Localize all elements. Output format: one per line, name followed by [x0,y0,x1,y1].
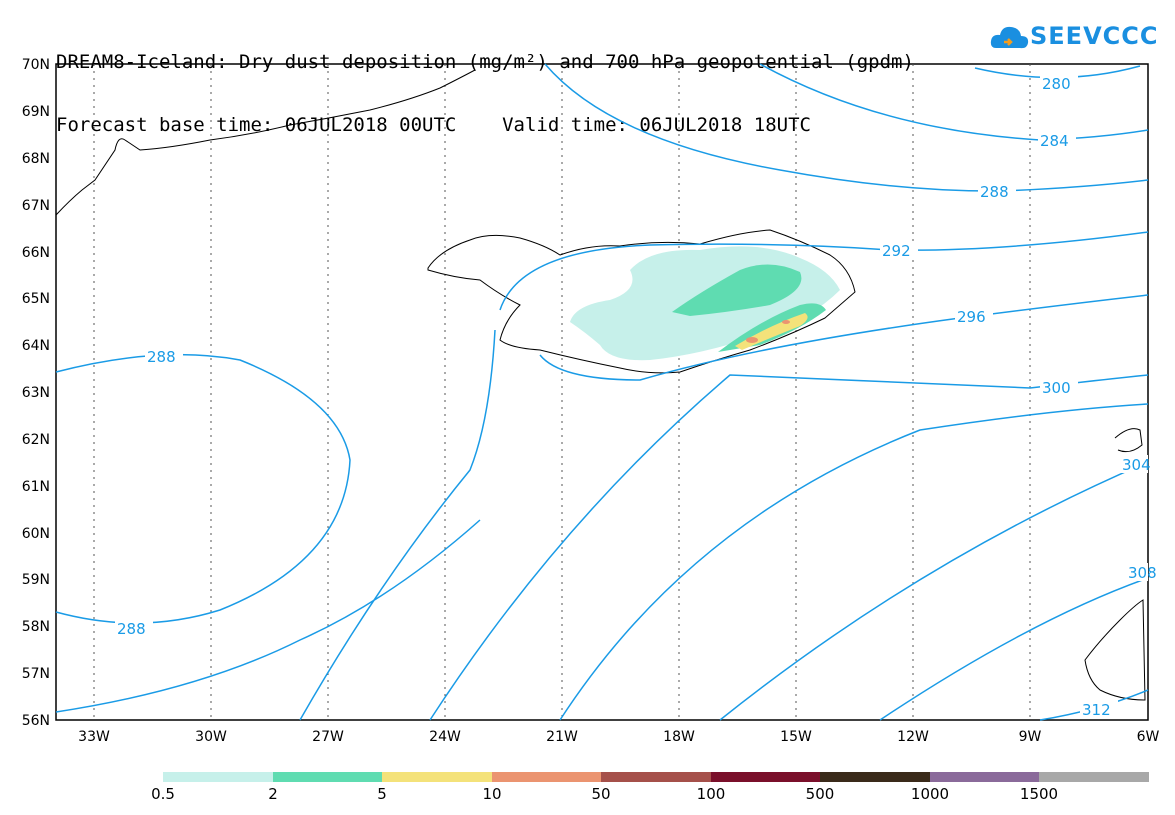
lon-label: 15W [780,729,812,745]
lat-label: 64N [22,338,50,354]
contour-label: 288 [147,348,176,366]
chart-title: DREAM8-Iceland: Dry dust deposition (mg/… [56,10,914,157]
contour-labels: 280 284 288 292 296 300 304 308 312 288 … [115,74,1157,719]
legend-swatch [930,772,1040,782]
legend-swatch [601,772,711,782]
logo-text: SEEVCCC [1030,22,1159,50]
lon-label: 30W [195,729,227,745]
legend-swatch [492,772,602,782]
contour-label: 312 [1082,701,1111,719]
lat-label: 66N [22,245,50,261]
lat-label: 65N [22,291,50,307]
lat-label: 70N [22,57,50,73]
legend-label: 10 [482,785,502,803]
iceland-coast [427,229,856,374]
gridlines [93,64,1031,720]
color-legend [163,772,1149,782]
contour-label: 292 [882,242,911,260]
legend-label: 50 [591,785,611,803]
contour-label: 288 [980,183,1009,201]
cloud-icon [990,26,1029,49]
geopotential-contours [55,63,1149,721]
lon-label: 18W [663,729,695,745]
scotland-coast [1084,599,1146,701]
legend-label: 5 [377,785,387,803]
lat-label: 63N [22,385,50,401]
legend-label: 2 [268,785,278,803]
longitude-labels: 33W 30W 27W 24W 21W 18W 15W 12W 9W 6W [78,729,1159,745]
legend-swatch [163,772,273,782]
legend-label: 500 [805,785,835,803]
latitude-labels: 70N 69N 68N 67N 66N 65N 64N 63N 62N 61N … [22,57,50,729]
lat-label: 62N [22,432,50,448]
contour-label: 284 [1040,132,1069,150]
lon-label: 21W [546,729,578,745]
lon-label: 6W [1137,729,1160,745]
coastlines [55,69,1146,701]
lon-label: 24W [429,729,461,745]
legend-swatch [382,772,492,782]
lat-label: 68N [22,151,50,167]
lat-label: 67N [22,198,50,214]
contour-label: 304 [1122,456,1151,474]
contour-label: 300 [1042,379,1071,397]
lon-label: 9W [1019,729,1042,745]
legend-swatch [1039,772,1149,782]
contour-label: 288 [117,620,146,638]
legend-swatch [273,772,383,782]
map-frame [55,63,1149,721]
title-line-1: DREAM8-Iceland: Dry dust deposition (mg/… [56,51,914,73]
lon-label: 27W [312,729,344,745]
contour-label: 280 [1042,75,1071,93]
lat-label: 59N [22,572,50,588]
lat-label: 58N [22,619,50,635]
legend-label: 100 [696,785,726,803]
lat-label: 57N [22,666,50,682]
lat-label: 61N [22,479,50,495]
lon-label: 33W [78,729,110,745]
lat-label: 60N [22,526,50,542]
contour-label: 296 [957,308,986,326]
title-line-2: Forecast base time: 06JUL2018 00UTC Vali… [56,114,811,136]
legend-label: 1000 [910,785,950,803]
legend-label: 0.5 [151,785,175,803]
lat-label: 69N [22,104,50,120]
seevccc-logo: SEEVCCC [990,18,1160,58]
greenland-coast [55,69,476,216]
contour-label: 308 [1128,564,1157,582]
dust-deposition-field [570,246,840,361]
lon-label: 12W [897,729,929,745]
legend-swatch [711,772,821,782]
faroe-coast [1114,428,1143,453]
legend-swatch [820,772,930,782]
lat-label: 56N [22,713,50,729]
legend-label: 1500 [1019,785,1059,803]
